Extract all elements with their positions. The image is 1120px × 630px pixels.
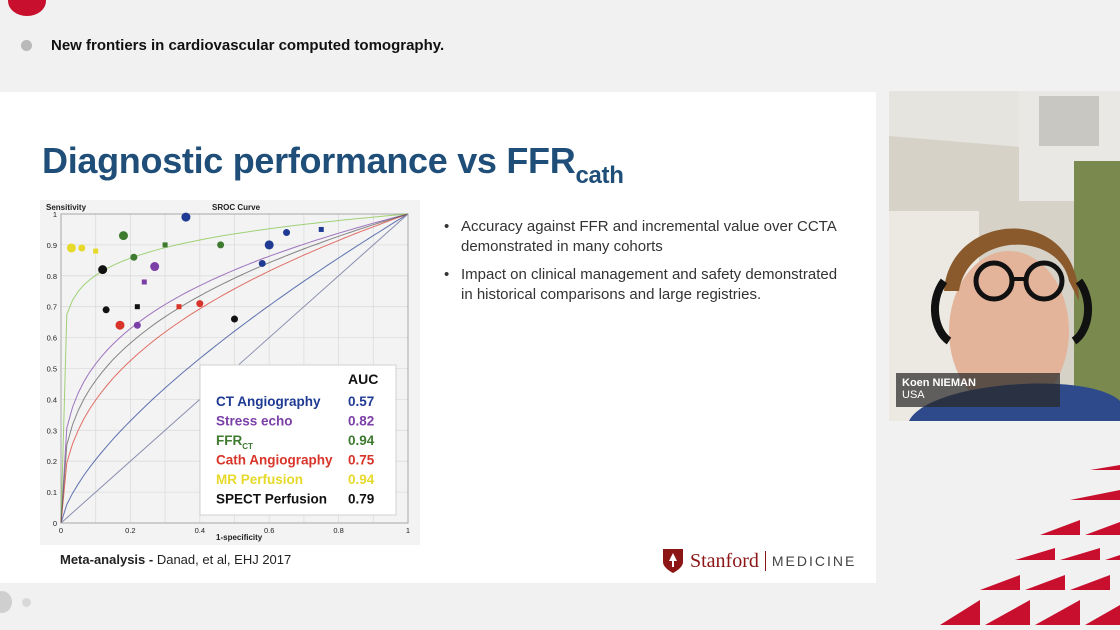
data-point <box>176 304 182 310</box>
shield-icon <box>663 549 683 573</box>
bullet-item: Accuracy against FFR and incremental val… <box>444 217 844 257</box>
legend-entry-name: CT Angiography <box>216 394 321 409</box>
data-point <box>118 231 128 241</box>
data-point <box>231 315 238 323</box>
data-point <box>283 229 291 237</box>
citation: Meta-analysis - Danad, et al, EHJ 2017 <box>60 552 292 567</box>
data-point <box>130 253 138 261</box>
legend-entry-name: Stress echo <box>216 414 293 429</box>
data-point <box>66 243 76 253</box>
logo-name: Stanford <box>690 549 759 572</box>
y-tick-label: 0.8 <box>47 272 57 281</box>
y-tick-label: 0.4 <box>47 395 57 404</box>
data-point <box>150 262 160 272</box>
sroc-chart: 0 0.1 0.2 0.3 0.4 0.5 0.6 0.7 0.8 0.9 1 0 0.2 0.4 0.6 0… <box>40 200 420 545</box>
y-axis-label: Sensitivity <box>46 203 87 212</box>
x-tick-label: 1 <box>406 526 410 535</box>
y-tick-label: 0.9 <box>47 241 57 250</box>
data-point <box>78 244 86 252</box>
legend-entry-auc: 0.57 <box>348 394 374 409</box>
legend-entry-auc: 0.75 <box>348 453 375 468</box>
x-tick-label: 0.2 <box>125 526 135 535</box>
legend-entry-name: Cath Angiography <box>216 453 333 468</box>
x-tick-label: 0.6 <box>264 526 274 535</box>
speaker-video <box>889 91 1120 421</box>
y-tick-label: 0.3 <box>47 426 57 435</box>
speaker-country: USA <box>902 389 925 401</box>
logo-subtitle: MEDICINE <box>771 553 857 569</box>
speaker-name: Koen NIEMAN <box>902 377 976 389</box>
y-tick-label: 0 <box>53 519 57 528</box>
plot-frame <box>60 213 409 524</box>
legend-entry-auc: 0.94 <box>348 472 375 487</box>
y-tick-label: 0.1 <box>47 488 57 497</box>
decorative-dot <box>8 0 46 16</box>
data-point <box>217 241 225 249</box>
data-point <box>93 248 99 254</box>
bullet-item: Impact on clinical management and safety… <box>444 265 844 305</box>
logo-separator <box>764 551 766 571</box>
legend-entry-auc: 0.82 <box>348 414 374 429</box>
x-axis-label: 1-specificity <box>216 533 263 542</box>
legend-entry-sub: CT <box>242 442 253 451</box>
speaker-video-frame <box>889 91 1120 421</box>
sroc-curve <box>60 213 409 524</box>
sroc-curve <box>60 213 409 524</box>
presentation-slide: Diagnostic performance vs FFRcath 0 0.1 0.… <box>0 92 876 583</box>
data-point <box>98 265 108 275</box>
legend-entry-name: SPECT Perfusion <box>216 492 327 507</box>
legend-entry-name: MR Perfusion <box>216 472 303 487</box>
data-point <box>258 259 266 267</box>
legend-header: AUC <box>348 371 378 387</box>
y-tick-label: 0.6 <box>47 334 57 343</box>
sroc-curve <box>60 213 409 524</box>
legend-entry-auc: 0.94 <box>348 433 375 448</box>
data-point <box>181 212 191 222</box>
y-tick-label: 0.2 <box>47 457 57 466</box>
decorative-dot <box>22 598 31 607</box>
decorative-dot <box>0 591 12 613</box>
stanford-medicine-logo: Stanford MEDICINE <box>662 548 856 574</box>
decorative-pattern <box>940 465 1120 625</box>
data-point <box>102 306 110 314</box>
data-point <box>162 242 168 248</box>
bullet-list: Accuracy against FFR and incremental val… <box>444 217 844 313</box>
legend-entry-auc: 0.79 <box>348 492 374 507</box>
session-bullet-icon <box>21 40 32 51</box>
data-point <box>133 321 141 329</box>
data-point <box>134 304 140 310</box>
sroc-curve <box>60 213 409 524</box>
data-point <box>318 226 324 232</box>
y-tick-label: 0.5 <box>47 365 57 374</box>
chart-title: SROC Curve <box>212 203 261 212</box>
slide-title: Diagnostic performance vs FFRcath <box>42 140 624 189</box>
data-point <box>141 279 147 285</box>
session-title: New frontiers in cardiovascular computed… <box>51 37 445 54</box>
data-point <box>115 320 125 330</box>
data-point <box>264 240 274 250</box>
x-tick-label: 0 <box>59 526 63 535</box>
x-tick-label: 0.8 <box>333 526 343 535</box>
legend-box <box>199 364 397 516</box>
speaker-name-tag: Koen NIEMAN USA <box>896 373 1060 407</box>
sroc-curve <box>60 213 409 524</box>
data-point <box>196 300 204 308</box>
y-tick-label: 1 <box>53 210 57 219</box>
y-tick-label: 0.7 <box>47 303 57 312</box>
x-tick-label: 0.4 <box>195 526 205 535</box>
